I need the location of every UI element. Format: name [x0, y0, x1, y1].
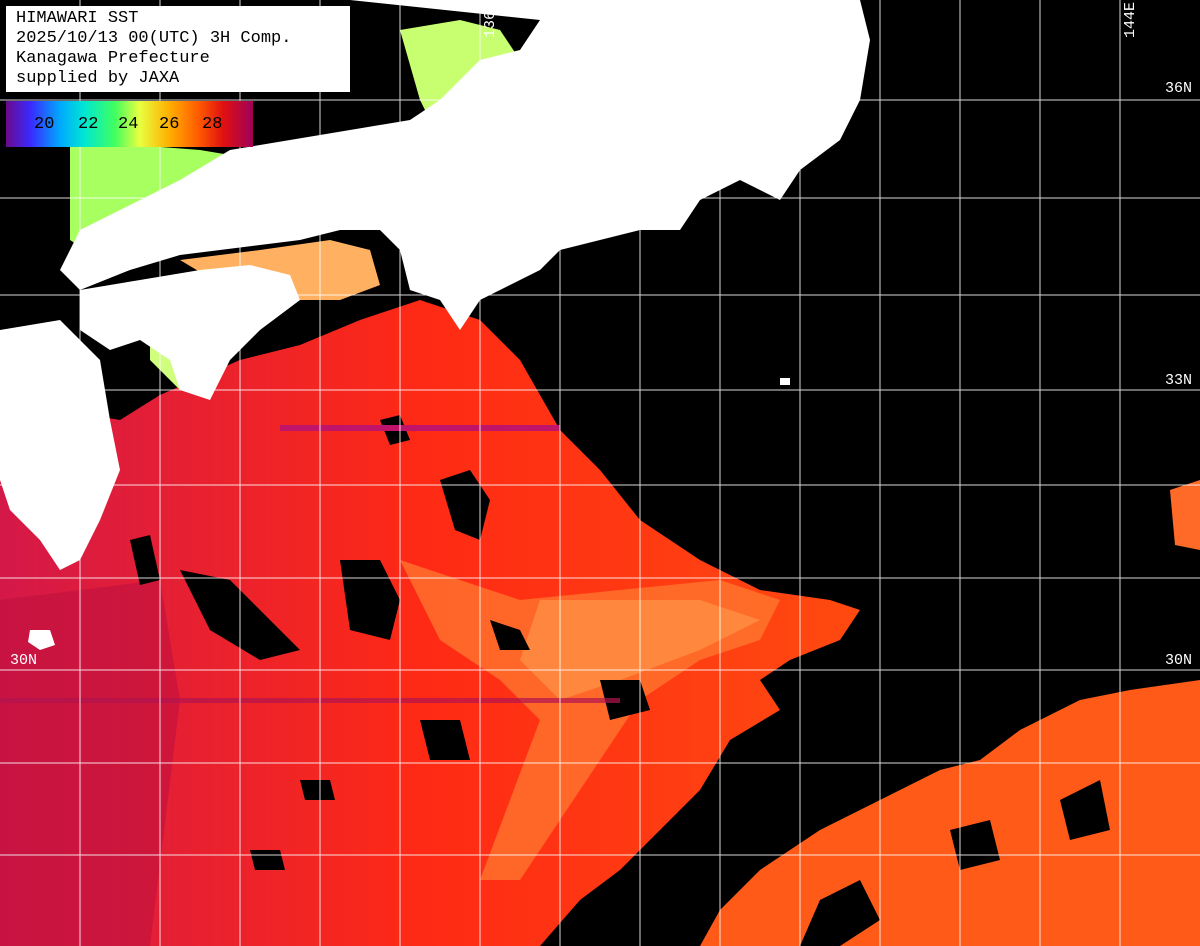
sst-se-patches — [700, 680, 1200, 946]
lon-label-136e: 136E — [482, 2, 499, 39]
title-product: HIMAWARI SST — [16, 9, 139, 28]
sst-east-patch — [1170, 480, 1200, 550]
scan-artifact-2 — [0, 698, 620, 703]
title-box: HIMAWARI SST 2025/10/13 00(UTC) 3H Comp.… — [6, 6, 350, 92]
title-credit: supplied by JAXA — [16, 69, 180, 88]
lat-label-33n: 33N — [1165, 372, 1193, 389]
color-scale-tick-20: 20 — [34, 115, 55, 134]
scan-artifact — [280, 425, 560, 431]
title-datetime: 2025/10/13 00(UTC) 3H Comp. — [16, 29, 292, 48]
color-scale-legend: 20 22 24 26 28 — [6, 101, 253, 147]
sst-se-black-gaps — [800, 780, 1110, 946]
lat-label-30n-left: 30N — [10, 652, 38, 669]
land-kyushu — [0, 320, 120, 570]
color-scale-tick-28: 28 — [202, 115, 223, 134]
lat-label-30n-right: 30N — [1165, 652, 1193, 669]
lat-label-36n: 36N — [1165, 80, 1193, 97]
sst-ocean-main — [0, 300, 860, 946]
color-scale-tick-26: 26 — [159, 115, 180, 134]
color-scale-tick-24: 24 — [118, 115, 139, 134]
title-organization: Kanagawa Prefecture — [16, 49, 210, 68]
lon-label-144e: 144E — [1122, 2, 1139, 39]
color-scale-tick-22: 22 — [78, 115, 99, 134]
land-island-2 — [780, 378, 790, 385]
land-honshu — [60, 0, 870, 330]
land-island-small — [28, 630, 55, 650]
land-shikoku — [80, 265, 300, 400]
